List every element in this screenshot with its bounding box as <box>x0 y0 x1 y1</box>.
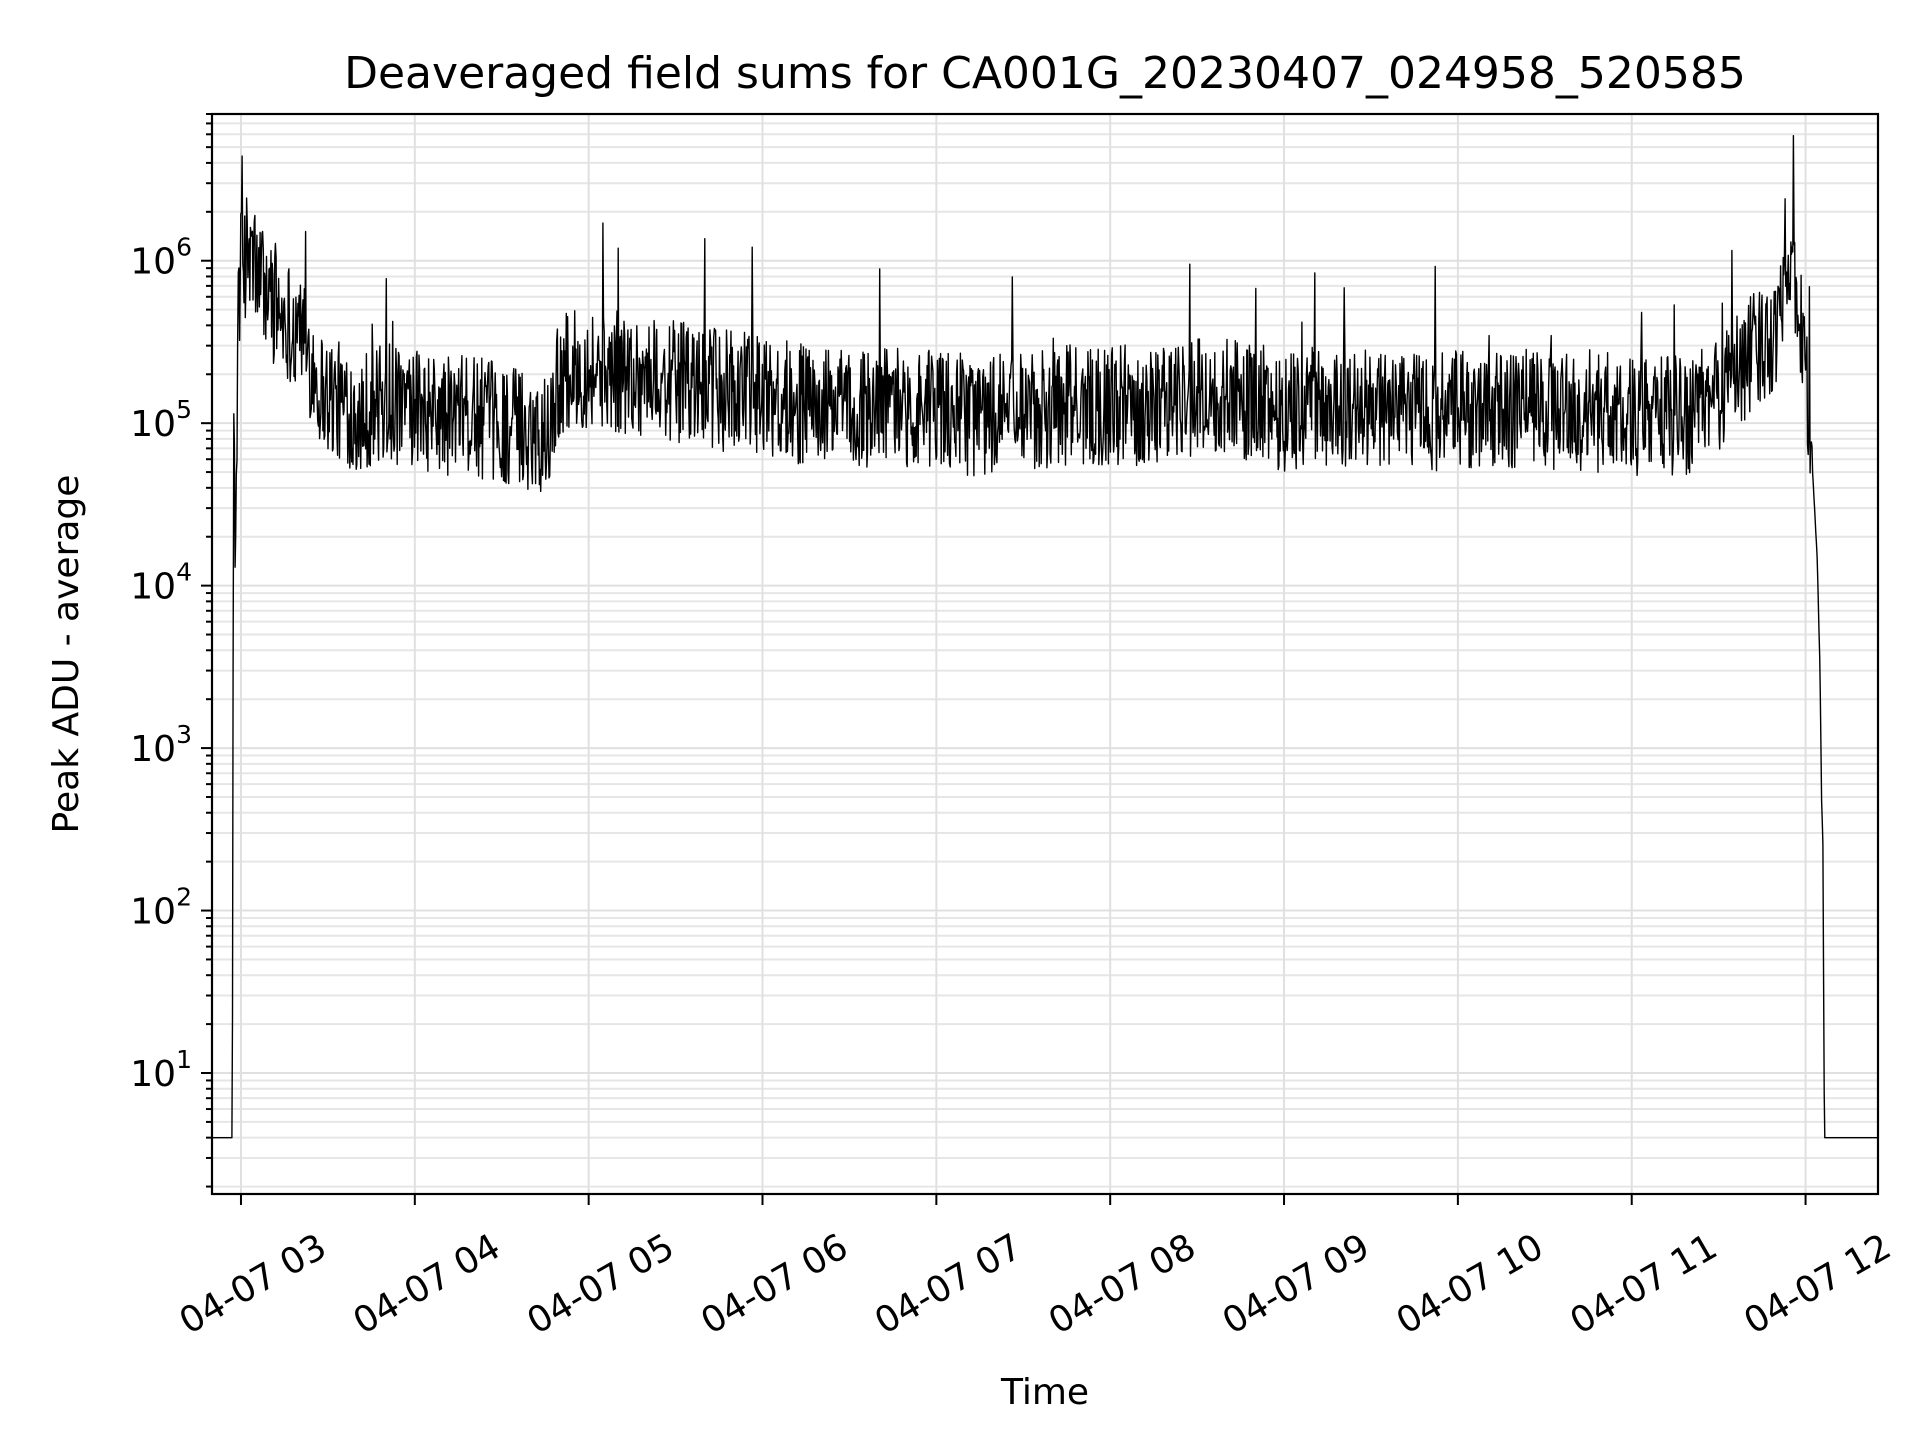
x-tick-label: 04-07 10 <box>1390 1226 1551 1342</box>
y-tick-labels: 101 102 103 104 105 106 <box>130 233 192 1095</box>
axis-ticks <box>201 113 1807 1205</box>
x-tick-labels: 04-07 03 04-07 04 04-07 05 04-07 06 04-07 07… <box>173 1226 1898 1342</box>
x-tick-label: 04-07 07 <box>868 1226 1029 1342</box>
x-tick-label: 04-07 08 <box>1042 1226 1203 1342</box>
x-tick-label: 04-07 11 <box>1564 1226 1725 1342</box>
x-tick-label: 04-07 06 <box>694 1226 855 1342</box>
y-tick-label: 101 <box>130 1045 192 1095</box>
x-tick-label: 04-07 05 <box>520 1226 681 1342</box>
y-tick-label: 103 <box>130 720 192 770</box>
y-tick-label: 106 <box>130 233 192 283</box>
x-tick-label: 04-07 12 <box>1737 1226 1898 1342</box>
y-tick-label: 102 <box>130 883 192 933</box>
y-tick-label: 105 <box>130 395 192 445</box>
plot-frame <box>210 112 1880 1196</box>
series-line <box>211 135 1879 1139</box>
chart-title: Deaveraged field sums for CA001G_2023040… <box>344 48 1746 99</box>
x-tick-label: 04-07 04 <box>347 1226 508 1342</box>
y-axis-label: Peak ADU - average <box>46 475 87 834</box>
x-axis-label: Time <box>1000 1372 1089 1413</box>
x-tick-label: 04-07 03 <box>173 1226 334 1342</box>
grid-lines <box>212 113 1878 1194</box>
x-tick-label: 04-07 09 <box>1216 1226 1377 1342</box>
y-tick-label: 104 <box>130 558 192 608</box>
